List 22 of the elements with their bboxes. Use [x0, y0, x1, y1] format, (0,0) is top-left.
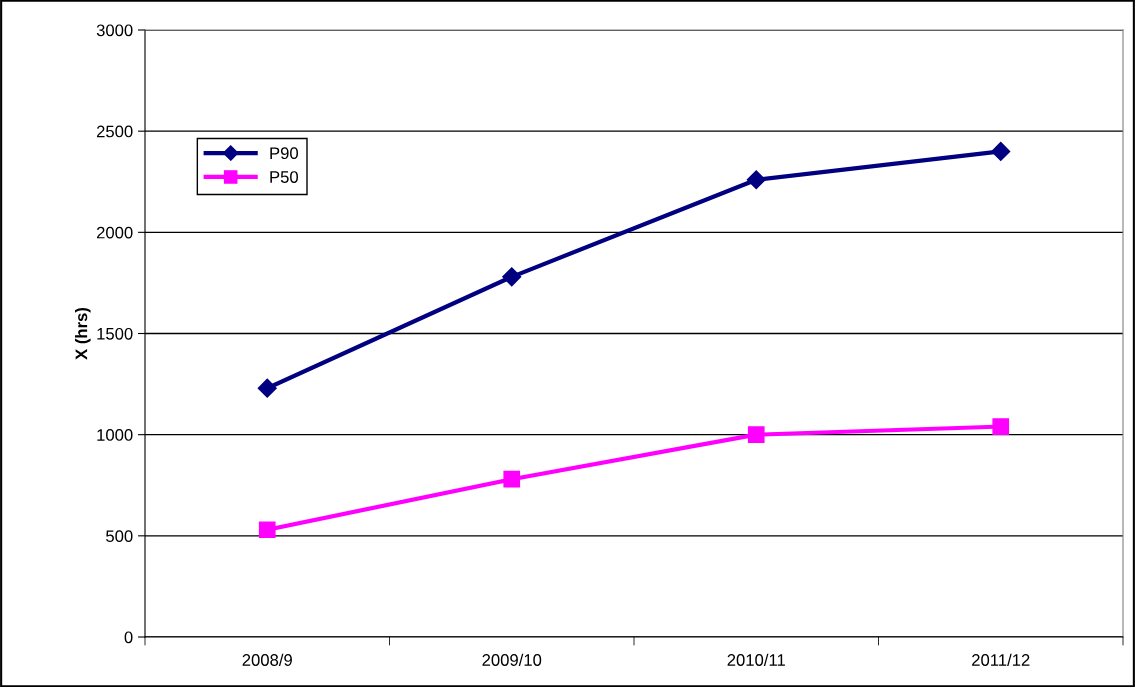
x-tick-label: 2008/9	[242, 653, 292, 666]
point	[258, 521, 276, 539]
point	[992, 418, 1010, 435]
point	[502, 267, 522, 287]
point	[991, 141, 1011, 161]
legend-label: P50	[270, 171, 299, 183]
x-tick-label: 2010/11	[727, 653, 785, 666]
x-tick-label: 2009/10	[482, 653, 542, 666]
point	[503, 470, 521, 488]
y-tick-label: 1000	[97, 429, 133, 441]
point	[257, 378, 277, 398]
legend-label: P90	[270, 147, 299, 160]
x-tick-label: 2011/12	[972, 653, 1030, 666]
y-tick-label: 0	[124, 631, 133, 644]
y-tick-label: 3000	[96, 24, 133, 37]
y-tick-label: 1500	[97, 327, 133, 340]
y-tick-label: 2500	[96, 125, 133, 138]
point	[746, 170, 766, 190]
y-tick-label: 2000	[96, 226, 133, 239]
y-axis-title: X (hrs)	[75, 307, 91, 360]
point	[747, 426, 765, 444]
y-tick-label: 500	[106, 530, 133, 543]
